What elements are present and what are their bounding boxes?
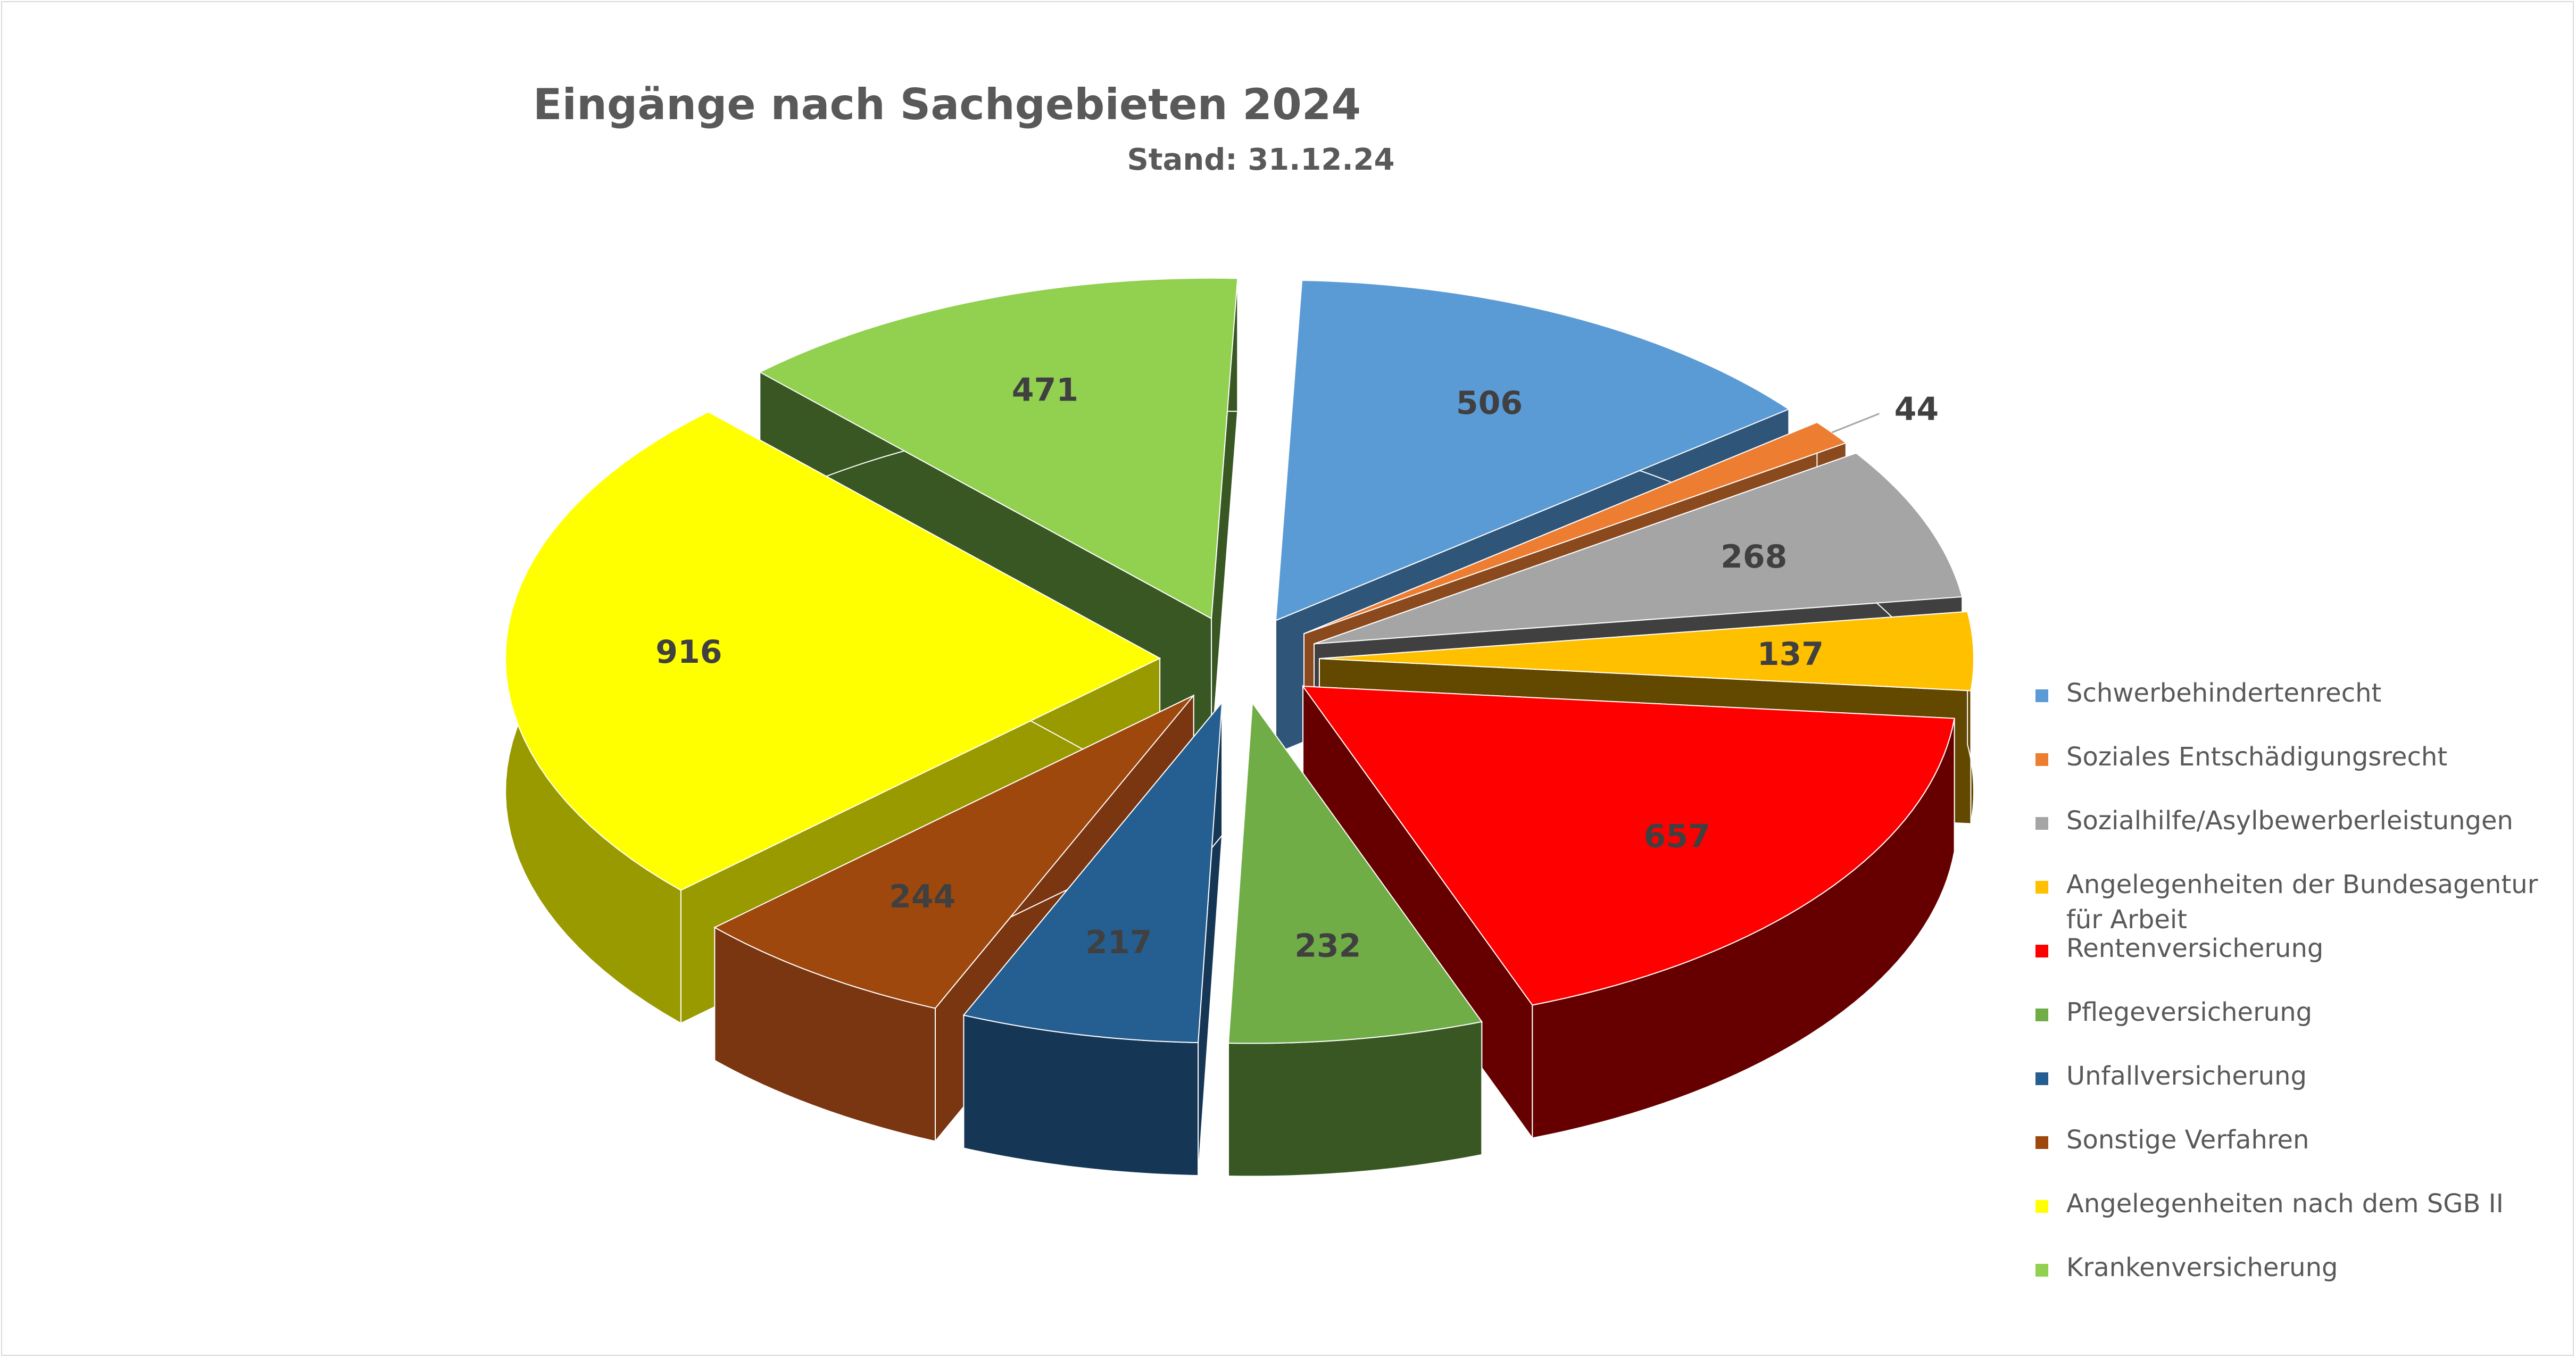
data-label: 506: [1456, 385, 1523, 422]
slice-top: [1275, 279, 1790, 622]
legend-swatch: [2035, 1264, 2048, 1277]
legend-label: Angelegenheiten nach dem SGB II: [2066, 1189, 2504, 1219]
legend-item: Krankenversicherung: [2033, 1250, 2565, 1314]
legend-swatch: [2035, 817, 2048, 830]
data-label: 268: [1721, 538, 1787, 576]
legend-item: Angelegenheiten der Bundesagentur für Ar…: [2033, 867, 2565, 935]
legend-label: Rentenversicherung: [2066, 934, 2324, 963]
legend-swatch: [2035, 689, 2048, 702]
legend-item: Rentenversicherung: [2033, 931, 2565, 995]
legend: Schwerbehindertenrecht Soziales Entschädi…: [2033, 676, 2565, 1314]
legend-swatch: [2035, 1072, 2048, 1085]
slice-top: [1314, 452, 1963, 645]
data-label: 471: [1012, 372, 1078, 409]
legend-label: Pflegeversicherung: [2066, 997, 2313, 1027]
legend-label: Schwerbehindertenrecht: [2066, 678, 2382, 708]
pie-slice-9: [759, 277, 1239, 753]
slice-top: [713, 695, 1194, 1009]
legend-item: Unfallversicherung: [2033, 1059, 2565, 1122]
chart-title: Eingänge nach Sachgebieten 2024: [533, 80, 1361, 129]
legend-item: Schwerbehindertenrecht: [2033, 676, 2565, 739]
legend-item: Sonstige Verfahren: [2033, 1122, 2565, 1186]
slice-top: [505, 411, 1161, 891]
data-label: 244: [889, 878, 955, 915]
data-label: 916: [655, 634, 722, 671]
data-label-leader-line: [1831, 413, 1880, 434]
legend-swatch: [2035, 1009, 2048, 1021]
legend-swatch: [2035, 753, 2048, 766]
legend-label: Unfallversicherung: [2066, 1061, 2307, 1091]
legend-item: Pflegeversicherung: [2033, 995, 2565, 1059]
data-label: 232: [1294, 927, 1361, 964]
slice-top: [1227, 701, 1483, 1044]
legend-label: Angelegenheiten der Bundesagentur für Ar…: [2066, 870, 2538, 935]
legend-swatch: [2035, 945, 2048, 957]
data-label: 657: [1644, 818, 1710, 855]
slice-top: [962, 701, 1223, 1044]
slice-top: [1319, 611, 1974, 692]
pie-slice-5: [1227, 701, 1483, 1177]
slice-outer-wall: [1228, 1021, 1483, 1177]
slice-top: [1302, 686, 1955, 1006]
legend-swatch: [2035, 1136, 2048, 1149]
legend-swatch: [2035, 881, 2048, 894]
data-label: 217: [1085, 924, 1152, 961]
legend-label: Krankenversicherung: [2066, 1253, 2338, 1282]
data-label: 137: [1757, 636, 1824, 673]
pie-slice-6: [962, 701, 1223, 1177]
slice-top: [759, 277, 1239, 620]
legend-item: Sozialhilfe/Asylbewerberleistungen: [2033, 803, 2565, 867]
chart-subtitle: Stand: 31.12.24: [1127, 143, 1395, 177]
legend-item: Soziales Entschädigungsrecht: [2033, 739, 2565, 803]
legend-label: Sonstige Verfahren: [2066, 1125, 2309, 1155]
legend-swatch: [2035, 1200, 2048, 1213]
legend-label: Soziales Entschädigungsrecht: [2066, 742, 2448, 772]
data-label: 44: [1894, 391, 1939, 428]
legend-label: Sozialhilfe/Asylbewerberleistungen: [2066, 806, 2513, 836]
legend-item: Angelegenheiten nach dem SGB II: [2033, 1186, 2565, 1250]
